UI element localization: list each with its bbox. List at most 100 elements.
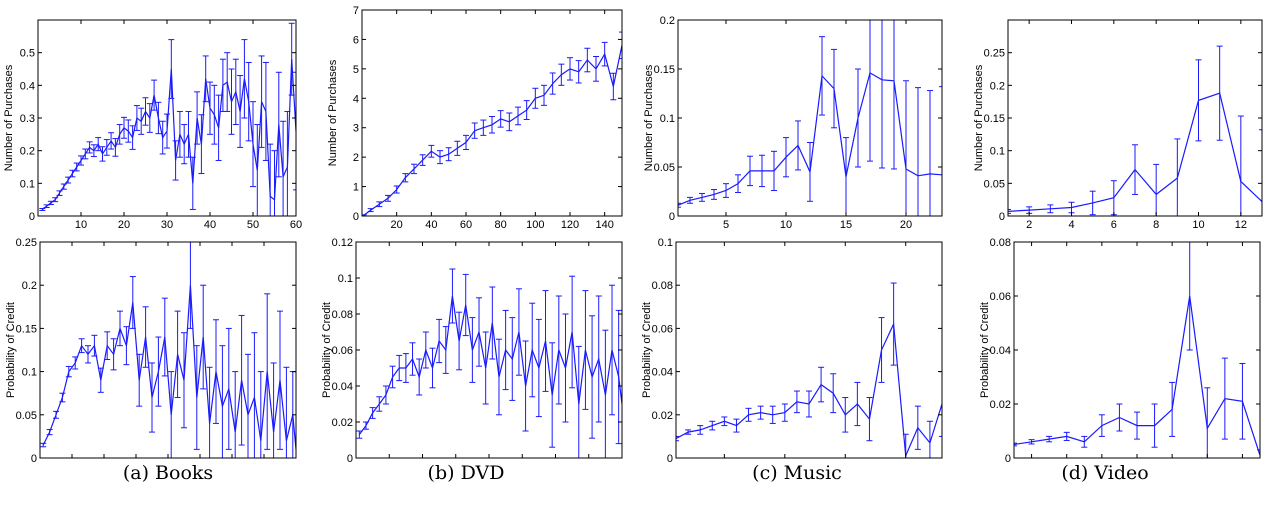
plot-frame (361, 9, 623, 217)
x-tick-label: 12 (1235, 219, 1247, 230)
series-line (358, 295, 622, 435)
y-tick-label: 0.02 (652, 410, 673, 422)
chart-dvd-purchases: 2040608010012014001234567Outgoing Recomm… (327, 5, 623, 230)
series-line (1014, 295, 1260, 456)
x-tick-label: 2 (1026, 219, 1032, 230)
caption-books: (a) Books (122, 462, 214, 484)
x-tick-label: 20 (900, 461, 912, 462)
x-tick-label: 80 (290, 461, 302, 462)
x-tick-label: 6 (1099, 461, 1105, 462)
x-tick-label: 5 (721, 461, 727, 462)
x-tick-label: 50 (194, 461, 206, 462)
y-tick-label: 0.1 (658, 237, 673, 249)
x-tick-label: 60 (290, 219, 302, 230)
y-axis-label: Number of Purchases (643, 64, 655, 171)
series-line (678, 71, 942, 206)
series-group (362, 31, 622, 216)
x-tick-label: 40 (204, 219, 216, 230)
x-tick-label: 40 (425, 219, 437, 230)
caption-video: (d) Video (1061, 462, 1149, 484)
y-tick-label: 0.04 (652, 367, 673, 379)
y-tick-label: 0.04 (990, 345, 1011, 357)
series-group (1014, 242, 1260, 458)
y-tick-label: 3 (353, 123, 359, 135)
y-tick-label: 7 (353, 5, 359, 17)
y-tick-label: 0 (29, 211, 35, 223)
y-axis-label: Number of Purchases (327, 59, 339, 166)
x-tick-label: 4 (1068, 219, 1074, 230)
y-axis-label: Probability of Credit (321, 302, 333, 398)
y-tick-label: 0.5 (20, 48, 35, 60)
y-axis-label: Probability of Credit (641, 302, 653, 398)
x-tick-label: 10 (66, 461, 78, 462)
x-tick-label: 30 (130, 461, 142, 462)
y-tick-label: 0.06 (652, 323, 673, 335)
x-tick-label: 30 (161, 219, 173, 230)
x-tick-label: 50 (516, 461, 528, 462)
series-line (1008, 92, 1262, 212)
y-tick-label: 0.1 (22, 367, 37, 379)
x-tick-label: 2 (1029, 461, 1035, 462)
y-tick-label: 0.02 (332, 417, 353, 429)
x-tick-label: 10 (779, 461, 791, 462)
y-axis-label: Number of Purchases (3, 64, 15, 171)
y-tick-label: 0.05 (984, 178, 1005, 190)
x-tick-label: 70 (583, 461, 595, 462)
y-tick-label: 0.08 (990, 237, 1011, 249)
y-tick-label: 0 (347, 453, 353, 462)
x-tick-label: 10 (1192, 219, 1204, 230)
y-tick-label: 0 (353, 211, 359, 223)
x-tick-label: 6 (1111, 219, 1117, 230)
x-tick-label: 140 (595, 219, 613, 230)
caption-dvd: (b) DVD (427, 462, 505, 484)
y-tick-label: 0.04 (332, 381, 353, 393)
y-tick-label: 2 (353, 152, 359, 164)
x-tick-label: 30 (450, 461, 462, 462)
y-tick-label: 0.06 (990, 291, 1011, 303)
chart-dvd-credit: 10 20 30 40 50 60 70 80 0 0.02 0.04 0.06 0.08 0.1 0.12… (321, 237, 628, 462)
x-tick-label: 14 (1236, 461, 1248, 462)
y-axis-label: Probability of Credit (979, 302, 991, 398)
x-tick-label: 80 (495, 219, 507, 230)
x-tick-label: 8 (1134, 461, 1140, 462)
chart-books-credit: 102030405060708000.050.10.150.20.25Outgo… (5, 237, 302, 462)
y-tick-label: 0.2 (660, 15, 675, 27)
x-tick-label: 20 (98, 461, 110, 462)
series-group (1008, 45, 1262, 216)
plot-frame (355, 241, 623, 459)
y-tick-label: 0.05 (16, 410, 37, 422)
y-tick-label: 0.25 (16, 237, 37, 249)
series-line (676, 321, 942, 457)
y-tick-label: 0.06 (332, 345, 353, 357)
y-tick-label: 0.2 (22, 280, 37, 292)
x-tick-label: 4 (1064, 461, 1070, 462)
x-tick-label: 20 (118, 219, 130, 230)
y-tick-label: 0.2 (20, 146, 35, 158)
x-tick-label: 20 (900, 219, 912, 230)
x-tick-label: 100 (526, 219, 544, 230)
y-tick-label: 0.2 (990, 80, 1005, 92)
x-tick-label: 60 (549, 461, 561, 462)
x-tick-label: 120 (561, 219, 579, 230)
x-tick-label: 10 (780, 219, 792, 230)
y-tick-label: 0.12 (332, 237, 353, 249)
y-tick-label: 0.1 (338, 273, 353, 285)
y-tick-label: 6 (353, 34, 359, 46)
x-tick-label: 20 (416, 461, 428, 462)
x-tick-label: 80 (616, 461, 628, 462)
x-tick-label: 40 (162, 461, 174, 462)
y-tick-label: 4 (353, 93, 359, 105)
x-tick-label: 60 (460, 219, 472, 230)
y-axis-label: Probability of Credit (5, 302, 17, 398)
y-tick-label: 0 (999, 211, 1005, 223)
y-tick-label: 0 (31, 453, 37, 462)
plot-frame (675, 241, 943, 459)
y-tick-label: 0.25 (984, 48, 1005, 60)
y-tick-label: 0.05 (654, 162, 675, 174)
x-tick-label: 15 (840, 219, 852, 230)
series-line (42, 285, 296, 450)
y-tick-label: 0.08 (332, 309, 353, 321)
